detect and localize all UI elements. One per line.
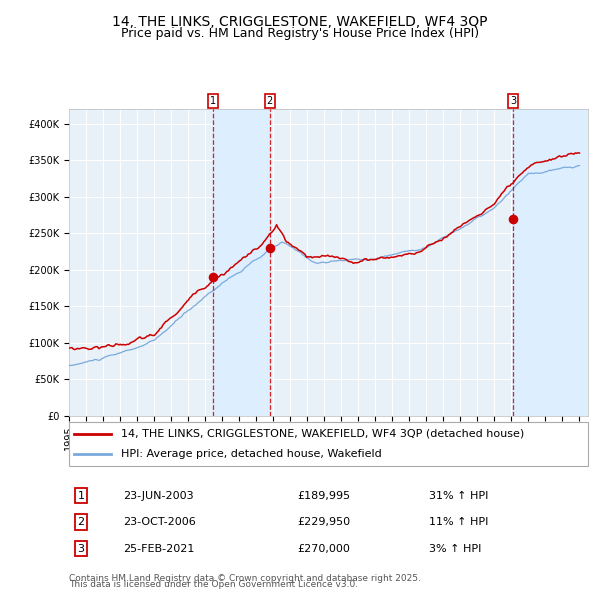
Text: £270,000: £270,000 bbox=[297, 544, 350, 553]
Text: 31% ↑ HPI: 31% ↑ HPI bbox=[429, 491, 488, 500]
Text: 3% ↑ HPI: 3% ↑ HPI bbox=[429, 544, 481, 553]
Text: 2: 2 bbox=[266, 96, 273, 106]
Text: 14, THE LINKS, CRIGGLESTONE, WAKEFIELD, WF4 3QP: 14, THE LINKS, CRIGGLESTONE, WAKEFIELD, … bbox=[112, 15, 488, 29]
Text: 11% ↑ HPI: 11% ↑ HPI bbox=[429, 517, 488, 527]
Text: Price paid vs. HM Land Registry's House Price Index (HPI): Price paid vs. HM Land Registry's House … bbox=[121, 27, 479, 40]
Point bbox=[208, 273, 218, 282]
FancyBboxPatch shape bbox=[69, 422, 588, 466]
Text: 14, THE LINKS, CRIGGLESTONE, WAKEFIELD, WF4 3QP (detached house): 14, THE LINKS, CRIGGLESTONE, WAKEFIELD, … bbox=[121, 429, 524, 439]
Text: 1: 1 bbox=[77, 491, 85, 500]
Text: HPI: Average price, detached house, Wakefield: HPI: Average price, detached house, Wake… bbox=[121, 449, 382, 459]
Text: 23-OCT-2006: 23-OCT-2006 bbox=[123, 517, 196, 527]
Point bbox=[509, 214, 518, 224]
Text: 23-JUN-2003: 23-JUN-2003 bbox=[123, 491, 194, 500]
Text: Contains HM Land Registry data © Crown copyright and database right 2025.: Contains HM Land Registry data © Crown c… bbox=[69, 574, 421, 583]
Point bbox=[265, 243, 275, 253]
Text: 2: 2 bbox=[77, 517, 85, 527]
Text: 3: 3 bbox=[511, 96, 517, 106]
Text: 1: 1 bbox=[210, 96, 216, 106]
Bar bbox=[514, 109, 588, 416]
Text: 3: 3 bbox=[77, 544, 85, 553]
Text: This data is licensed under the Open Government Licence v3.0.: This data is licensed under the Open Gov… bbox=[69, 580, 358, 589]
Text: 25-FEB-2021: 25-FEB-2021 bbox=[123, 544, 194, 553]
Text: £189,995: £189,995 bbox=[297, 491, 350, 500]
Bar bbox=[213, 109, 270, 416]
Text: £229,950: £229,950 bbox=[297, 517, 350, 527]
